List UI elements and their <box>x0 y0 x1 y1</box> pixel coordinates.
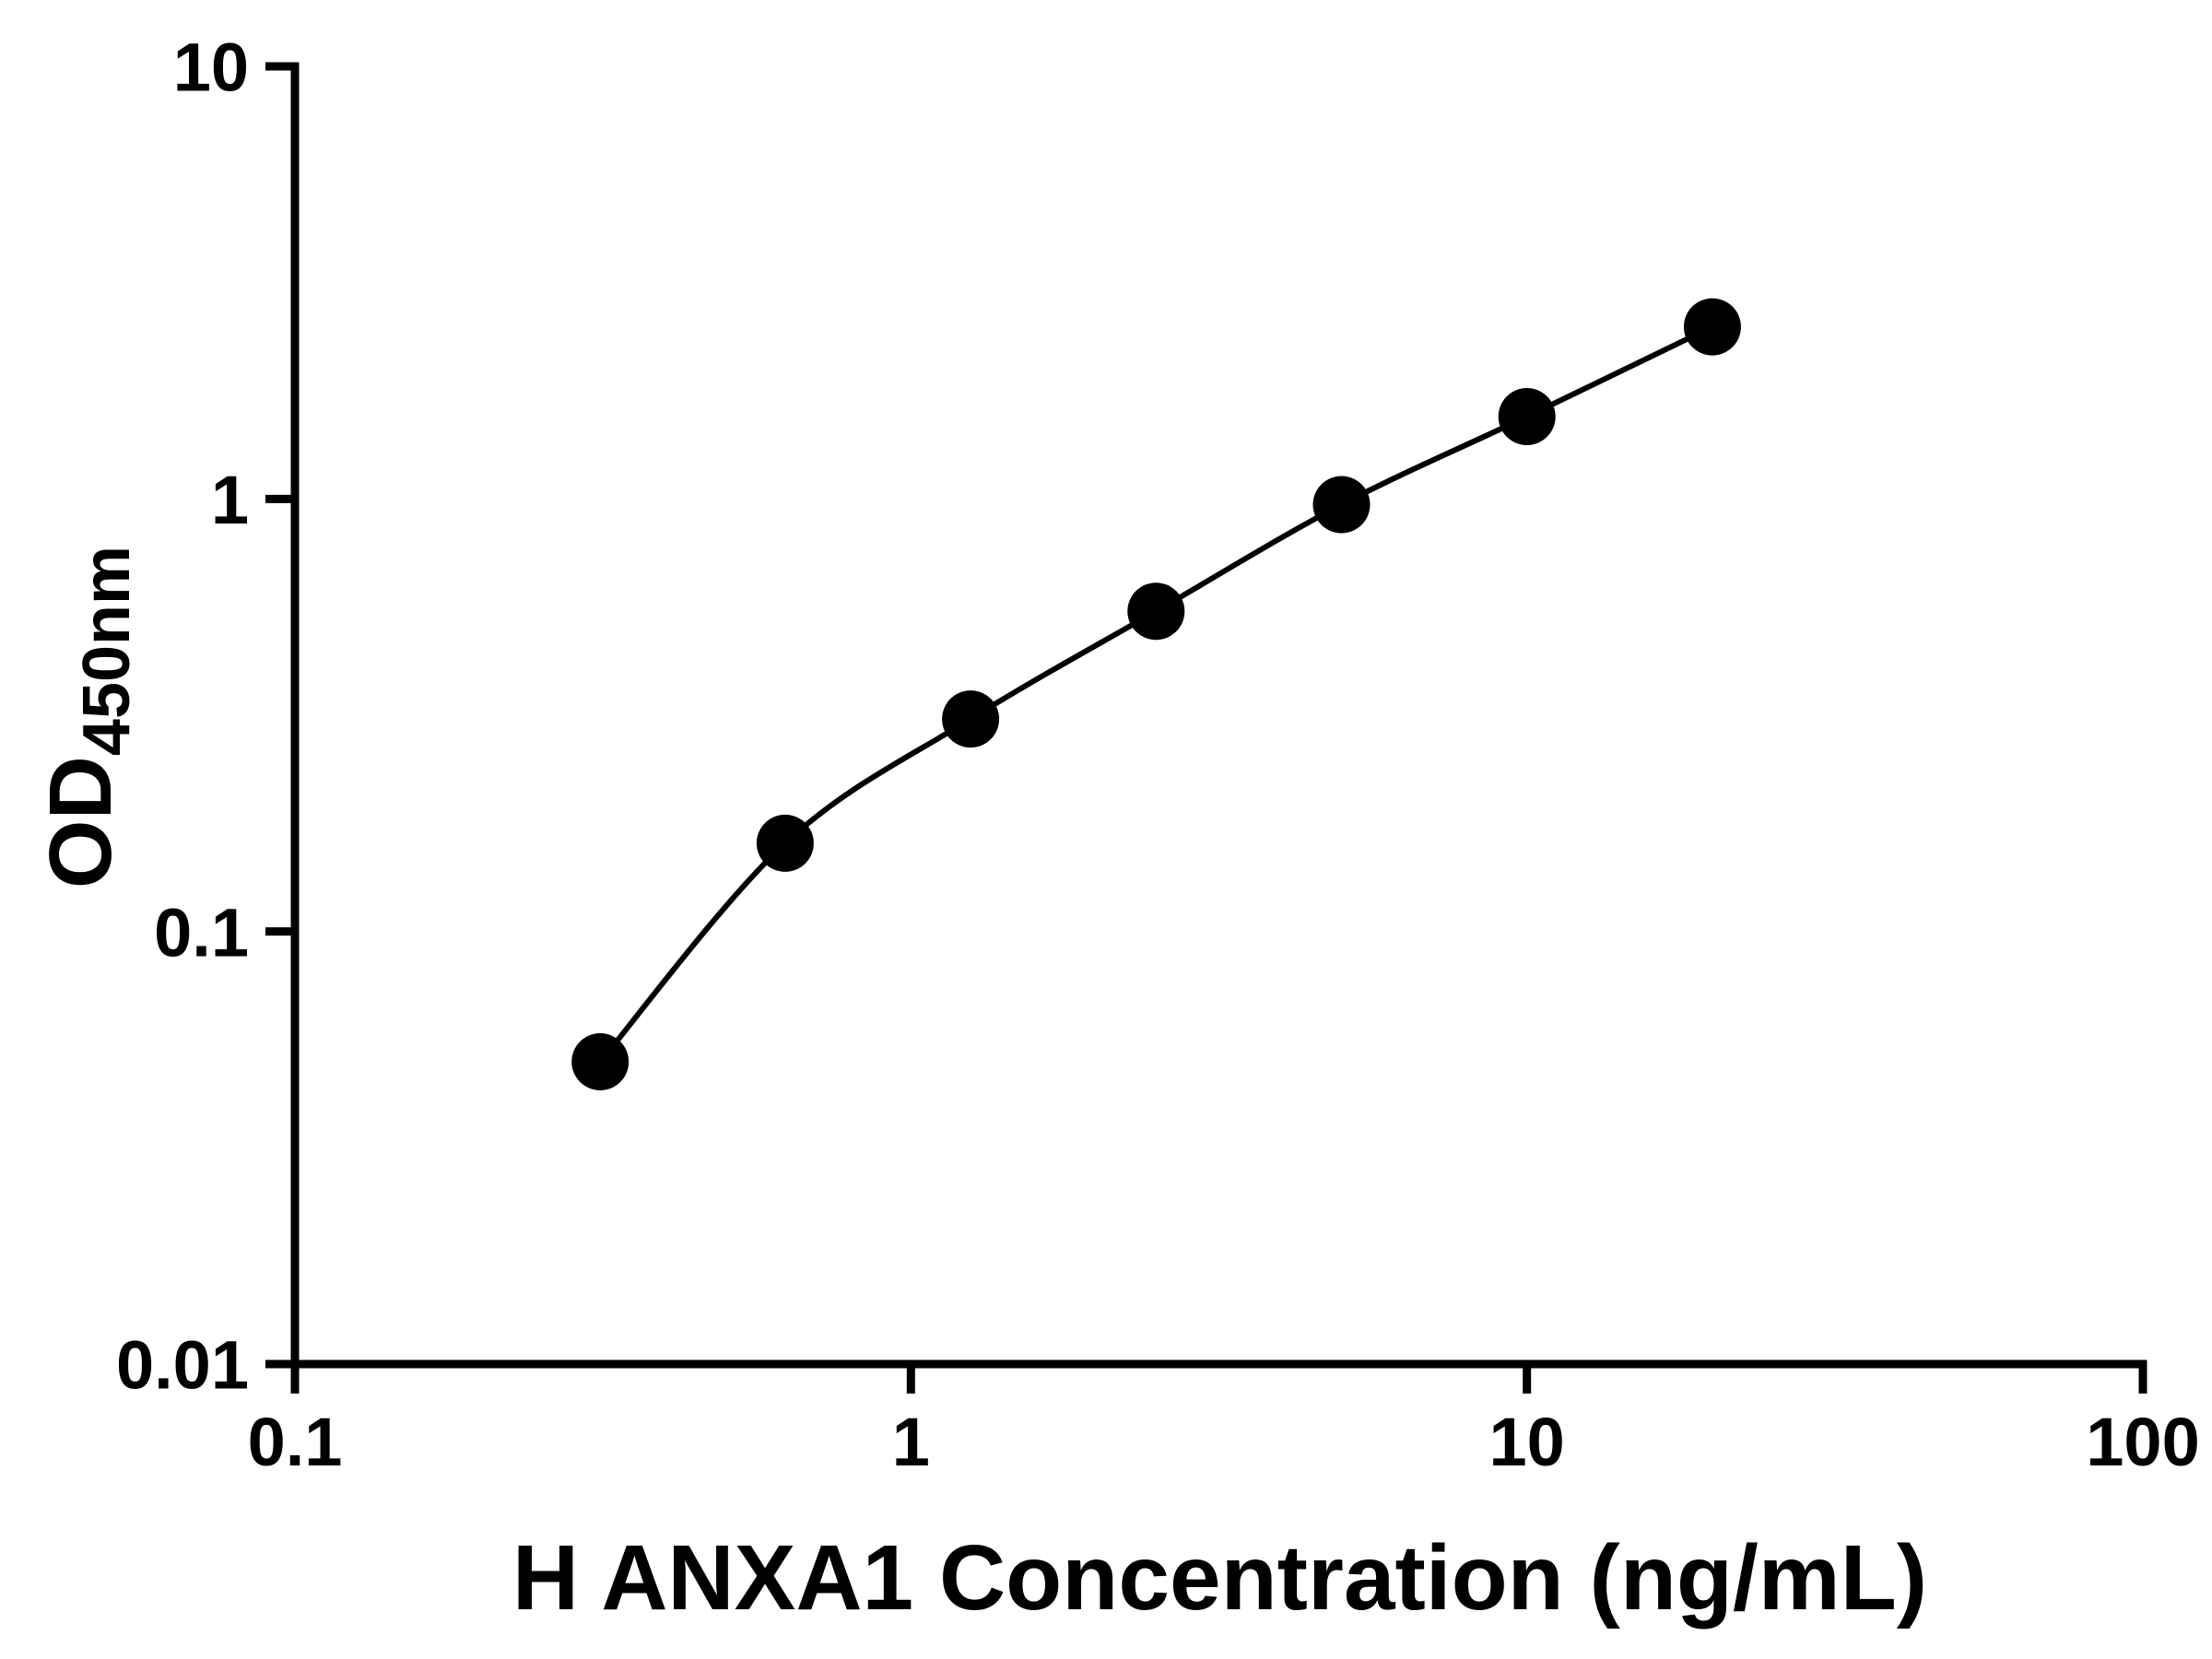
axes <box>290 62 2147 1369</box>
y-tick-label: 0.1 <box>154 894 249 971</box>
x-tick-label: 10 <box>1489 1404 1565 1480</box>
data-point-marker <box>756 814 814 872</box>
data-point-marker <box>1498 388 1556 445</box>
y-axis-title-main: OD <box>30 756 130 889</box>
x-tick-label: 100 <box>2086 1404 2199 1480</box>
x-axis-title: H ANXA1 Concentration (ng/mL) <box>512 1526 1928 1630</box>
data-point-marker <box>571 1033 629 1090</box>
data-point-marker <box>942 690 1000 748</box>
data-point-marker <box>1127 582 1185 641</box>
y-tick-label: 10 <box>173 29 249 106</box>
y-tick-label: 1 <box>211 462 249 538</box>
y-axis-title-subscript: 450nm <box>70 545 145 757</box>
y-axis-title: OD450nm <box>30 546 145 888</box>
data-point-marker <box>1683 298 1741 356</box>
x-tick-label: 1 <box>892 1404 930 1480</box>
x-tick-label: 0.1 <box>248 1404 343 1480</box>
data-point-marker <box>1312 476 1371 534</box>
y-tick-label: 0.01 <box>116 1327 249 1404</box>
